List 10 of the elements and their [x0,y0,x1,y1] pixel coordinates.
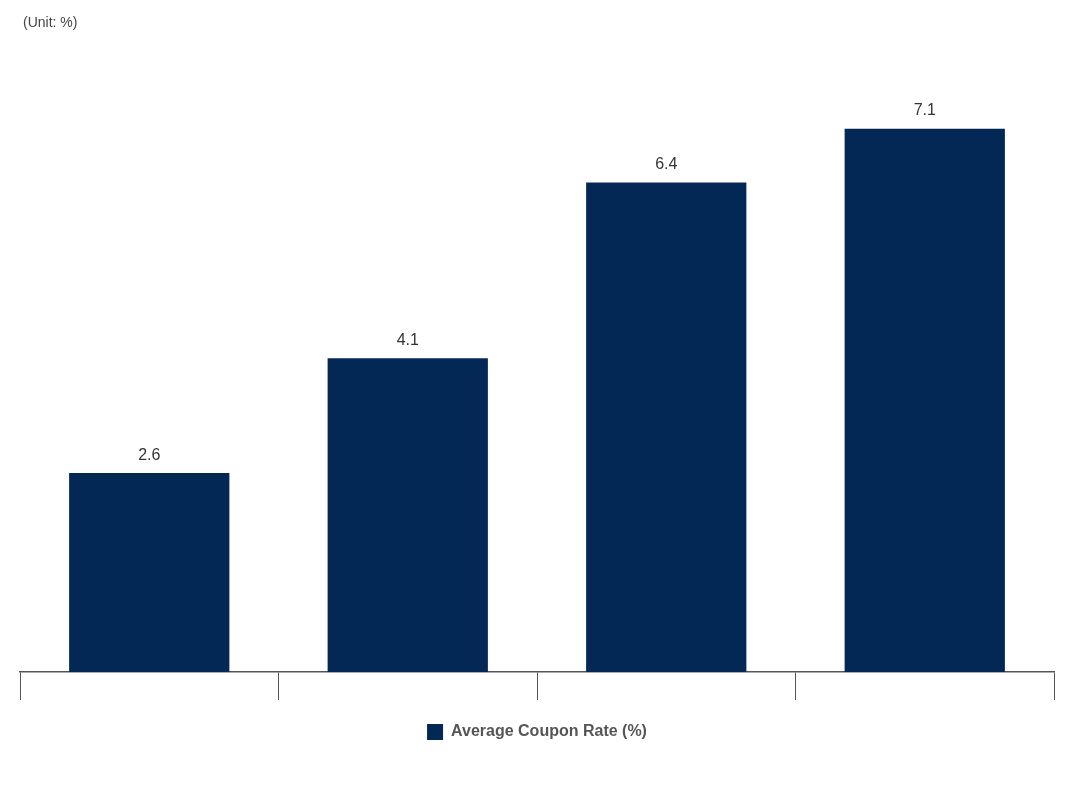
data-label: 4.1 [396,330,419,348]
bar [327,358,488,672]
legend-label: Average Coupon Rate (%) [451,722,647,740]
text: (Unit: %) [23,14,78,30]
bar [844,128,1005,672]
data-label: 6.4 [655,154,678,172]
data-label: 2.6 [138,445,161,463]
data-label: 7.1 [913,101,936,119]
bar [69,473,230,672]
bar [586,182,747,672]
